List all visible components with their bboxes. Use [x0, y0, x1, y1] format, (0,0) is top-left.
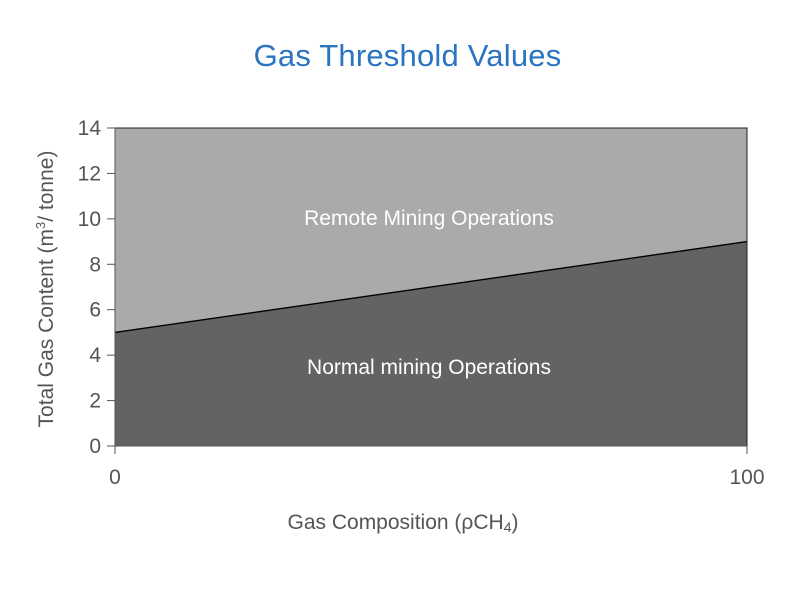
remote-mining-label: Remote Mining Operations — [304, 207, 554, 230]
x-axis: 0 100 — [109, 445, 765, 489]
y-tick-label: 6 — [89, 299, 101, 322]
y-tick-label: 14 — [78, 117, 102, 140]
y-axis: 0 2 4 6 8 10 12 14 — [78, 117, 116, 458]
y-tick-label: 4 — [89, 344, 101, 367]
y-tick-label: 10 — [78, 208, 101, 231]
normal-mining-region — [115, 241, 747, 446]
y-axis-title: Total Gas Content (m3/ tonne) — [33, 151, 58, 428]
y-tick-label: 12 — [78, 162, 101, 185]
y-tick-label: 8 — [89, 253, 101, 276]
x-tick-label: 0 — [109, 466, 121, 489]
chart-title: Gas Threshold Values — [253, 38, 562, 73]
remote-mining-region — [115, 128, 747, 333]
x-axis-title: Gas Composition (ρCH4) — [288, 511, 519, 535]
y-tick-label: 0 — [89, 435, 101, 458]
x-tick-label: 100 — [729, 466, 764, 489]
y-tick-label: 2 — [89, 390, 101, 413]
threshold-line — [114, 240, 748, 334]
normal-mining-label: Normal mining Operations — [307, 356, 551, 379]
